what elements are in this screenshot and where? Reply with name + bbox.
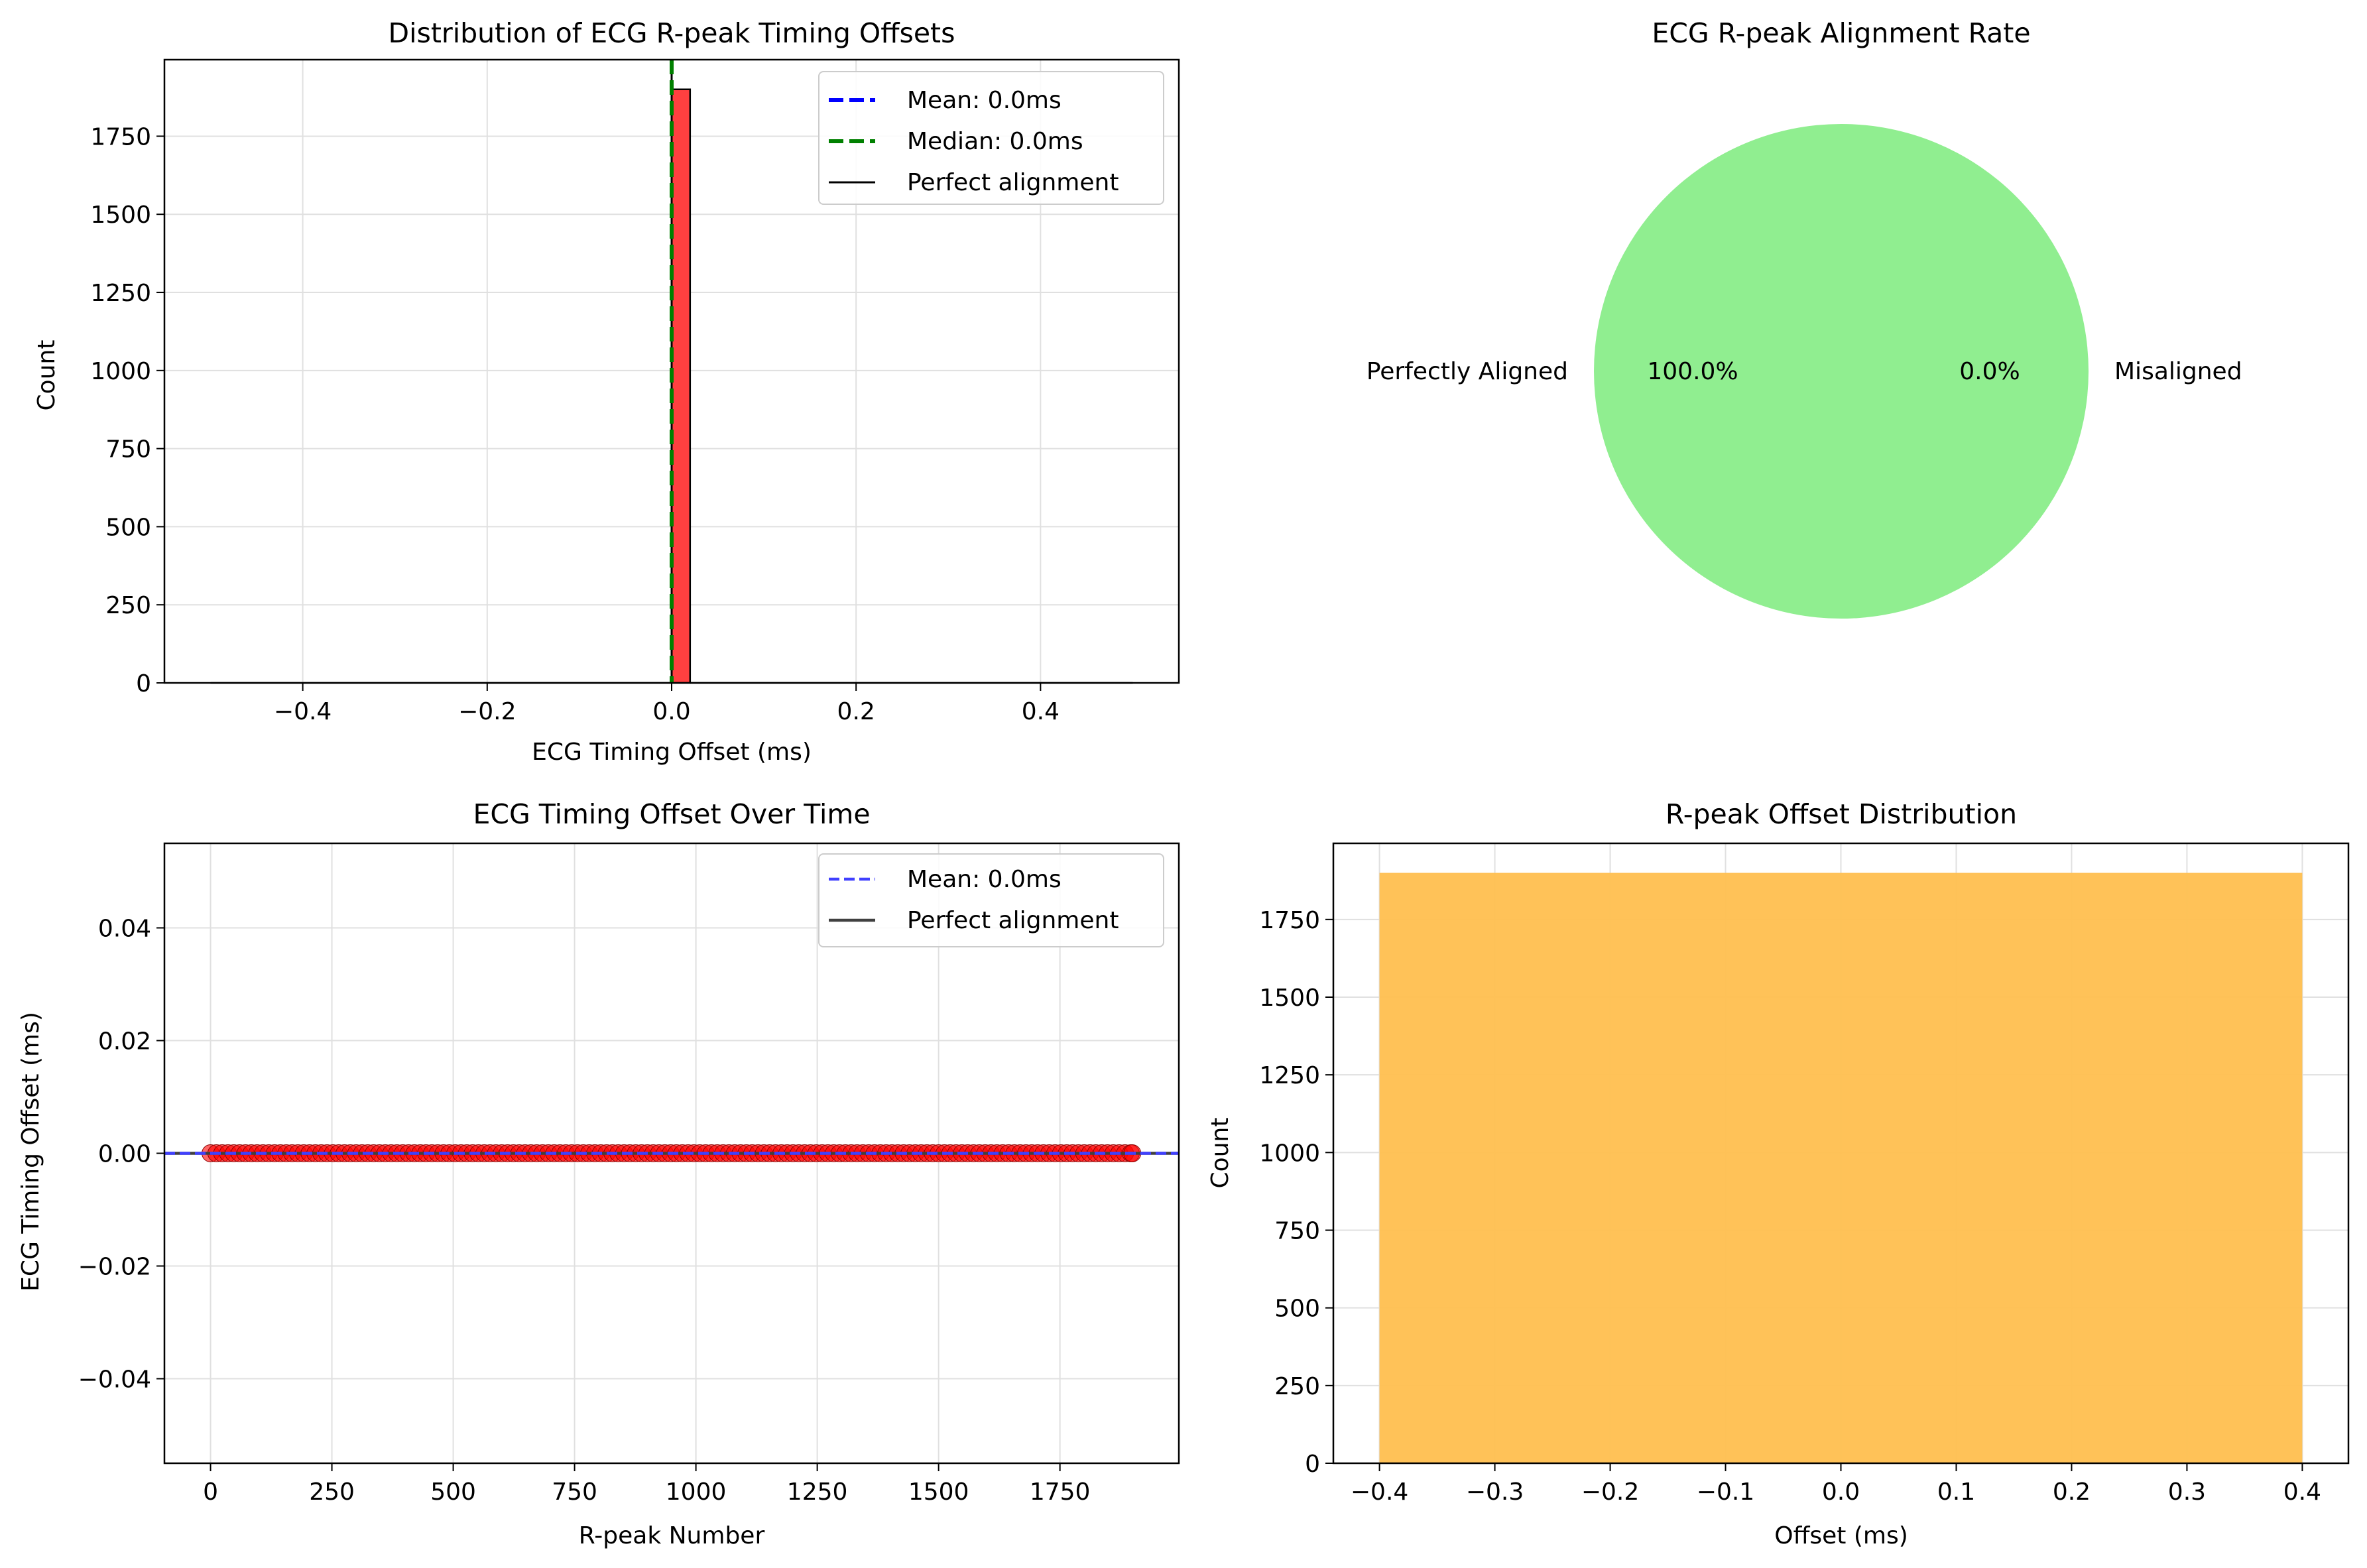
y-tick-label: 250 xyxy=(1274,1373,1320,1400)
y-tick-label: −0.04 xyxy=(78,1366,151,1394)
x-tick-label: −0.4 xyxy=(1351,1478,1408,1506)
alignment-rate-pie: ECG R-peak Alignment Rate Perfectly Alig… xyxy=(1366,17,2242,619)
pie-pct-misaligned: 0.0% xyxy=(1959,358,2020,385)
scatter-legend: Mean: 0.0ms Perfect alignment xyxy=(818,853,1164,947)
x-tick-label: 0.2 xyxy=(2053,1478,2091,1506)
y-tick-label: 1500 xyxy=(1259,985,1320,1012)
x-tick-label: −0.1 xyxy=(1697,1478,1754,1506)
bar-ylabel: Count xyxy=(1207,1118,1234,1189)
y-tick-label: 500 xyxy=(1274,1296,1320,1323)
x-tick-label: 0.1 xyxy=(1937,1478,1975,1506)
scatter-ylabel: ECG Timing Offset (ms) xyxy=(17,1012,44,1292)
y-tick-label: 1000 xyxy=(90,358,151,385)
x-tick-label: 1500 xyxy=(908,1478,969,1506)
x-tick-label: 1000 xyxy=(666,1478,727,1506)
x-tick-label: 1750 xyxy=(1030,1478,1091,1506)
legend-perfect-label: Perfect alignment xyxy=(907,169,1119,196)
hist-xlabel: ECG Timing Offset (ms) xyxy=(532,739,812,766)
x-tick-label: 0.0 xyxy=(652,698,690,725)
offset-bar xyxy=(1379,873,2303,1463)
x-tick-label: −0.2 xyxy=(1581,1478,1639,1506)
timing-offset-over-time: ECG Timing Offset Over Time R-peak Numbe… xyxy=(17,798,1180,1549)
bar-title: R-peak Offset Distribution xyxy=(1666,798,2017,830)
histogram-bar xyxy=(670,88,692,684)
pie-label-misaligned: Misaligned xyxy=(2114,358,2242,385)
legend-median-label: Median: 0.0ms xyxy=(907,128,1083,155)
bar-xlabel: Offset (ms) xyxy=(1774,1522,1908,1549)
x-tick-label: 0 xyxy=(203,1478,218,1506)
x-tick-label: 500 xyxy=(430,1478,476,1506)
y-tick-label: 1000 xyxy=(1259,1140,1320,1167)
y-tick-label: 0.00 xyxy=(98,1141,151,1168)
legend-perfect-label: Perfect alignment xyxy=(907,907,1119,934)
legend-mean-label: Mean: 0.0ms xyxy=(907,866,1062,893)
scatter-xlabel: R-peak Number xyxy=(579,1522,765,1549)
y-tick-label: 0 xyxy=(1305,1451,1320,1478)
y-tick-label: 250 xyxy=(105,592,151,619)
x-tick-label: 250 xyxy=(309,1478,355,1506)
scatter-title: ECG Timing Offset Over Time xyxy=(473,798,870,830)
x-tick-label: 0.3 xyxy=(2168,1478,2206,1506)
pie-label-perfectly-aligned: Perfectly Aligned xyxy=(1366,358,1568,385)
pie-pct-perfectly-aligned: 100.0% xyxy=(1647,358,1738,385)
y-tick-label: 750 xyxy=(105,436,151,463)
y-tick-label: 0.02 xyxy=(98,1028,151,1055)
hist-title: Distribution of ECG R-peak Timing Offset… xyxy=(389,17,955,49)
timing-offset-histogram: Distribution of ECG R-peak Timing Offset… xyxy=(33,17,1180,766)
y-tick-label: 1500 xyxy=(90,202,151,229)
legend-mean-label: Mean: 0.0ms xyxy=(907,87,1062,114)
pie-slice-perfectly-aligned xyxy=(1594,124,2089,619)
x-tick-label: −0.3 xyxy=(1466,1478,1524,1506)
y-tick-label: 1750 xyxy=(1259,907,1320,934)
y-tick-label: 0.04 xyxy=(98,916,151,943)
x-tick-label: 0.2 xyxy=(837,698,875,725)
x-tick-label: 1250 xyxy=(787,1478,848,1506)
hist-legend: Mean: 0.0ms Median: 0.0ms Perfect alignm… xyxy=(818,71,1164,205)
y-tick-label: 1250 xyxy=(90,280,151,307)
offset-distribution-bar: R-peak Offset Distribution Offset (ms) C… xyxy=(1207,798,2350,1549)
x-tick-label: −0.4 xyxy=(274,698,332,725)
x-tick-label: 0.0 xyxy=(1822,1478,1860,1506)
x-tick-label: 0.4 xyxy=(1022,698,1060,725)
y-tick-label: −0.02 xyxy=(78,1254,151,1281)
pie-title: ECG R-peak Alignment Rate xyxy=(1652,17,2030,49)
y-tick-label: 0 xyxy=(136,670,151,697)
y-tick-label: 750 xyxy=(1274,1217,1320,1244)
x-tick-label: 0.4 xyxy=(2283,1478,2321,1506)
y-tick-label: 1750 xyxy=(90,123,151,151)
x-tick-label: 750 xyxy=(552,1478,597,1506)
y-tick-label: 500 xyxy=(105,514,151,541)
hist-ylabel: Count xyxy=(33,340,60,411)
x-tick-label: −0.2 xyxy=(458,698,516,725)
y-tick-label: 1250 xyxy=(1259,1062,1320,1089)
